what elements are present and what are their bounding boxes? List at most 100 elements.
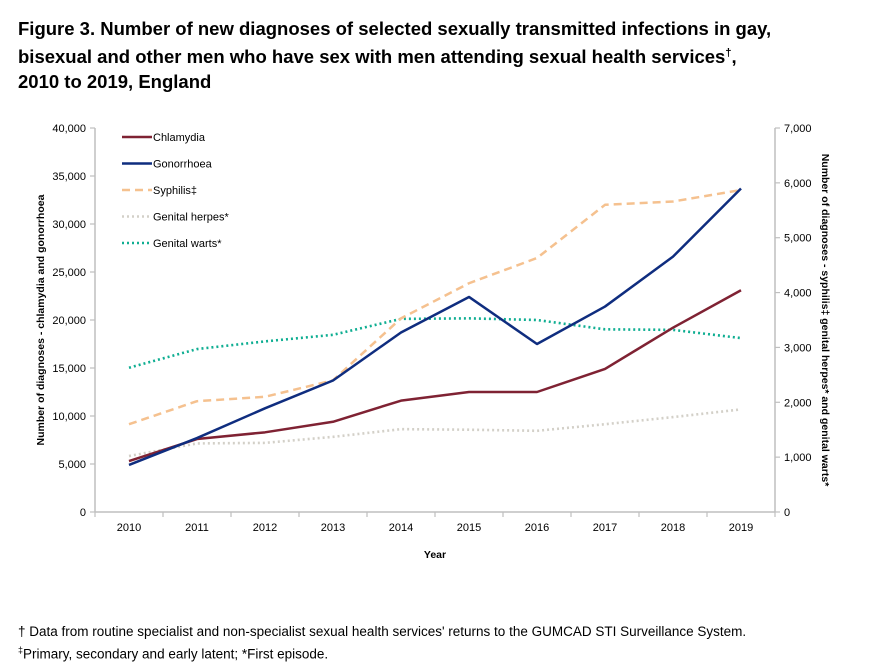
data-point [128, 464, 130, 466]
title-line-2-text: bisexual and other men who have sex with… [18, 46, 726, 68]
data-point [128, 423, 130, 425]
series-line-syphilis [128, 188, 742, 426]
data-point [672, 255, 674, 257]
data-point [264, 407, 266, 409]
data-point [468, 296, 470, 298]
data-point [468, 282, 470, 284]
data-point [672, 200, 674, 202]
data-point [332, 334, 334, 336]
data-point [468, 429, 470, 431]
series-line-genital-warts [128, 317, 742, 369]
right-y-axis-title: Number of diagnoses - syphilis‡ genital … [819, 154, 831, 487]
data-point [332, 379, 334, 381]
data-point [604, 305, 606, 307]
data-point [196, 437, 198, 439]
series-line-genital-herpes [128, 408, 742, 458]
left-y-tick-label: 20,000 [52, 315, 86, 327]
title-line-2-end: , [731, 46, 737, 68]
x-tick-label: 2019 [729, 522, 753, 534]
legend: Chlamydia Gonorrhoea Syphilis‡ Genital herp… [122, 132, 230, 250]
x-tick-label: 2010 [117, 522, 141, 534]
x-axis-title: Year [424, 549, 446, 561]
title-line-1: Figure 3. Number of new diagnoses of sel… [18, 18, 772, 39]
data-point [740, 408, 742, 410]
data-point [468, 317, 470, 319]
figure-title: Figure 3. Number of new diagnoses of sel… [18, 16, 868, 94]
left-y-tick-label: 15,000 [52, 363, 86, 375]
legend-label: Syphilis‡ [153, 185, 197, 197]
legend-label: Genital herpes* [153, 212, 230, 224]
x-ticks: 2010 2011 2012 2013 2014 2015 2016 2017 2018 2019 [94, 512, 776, 534]
left-y-tick-label: 40,000 [52, 123, 86, 135]
footnote-2-text: Primary, secondary and early latent; *Fi… [23, 646, 329, 662]
data-point [672, 416, 674, 418]
right-y-ticks: 0 1,000 2,000 3,000 4,000 5,000 6,000 7,000 [775, 123, 812, 519]
data-point [264, 340, 266, 342]
data-point [604, 204, 606, 206]
x-tick-label: 2015 [457, 522, 481, 534]
x-tick-label: 2018 [661, 522, 685, 534]
footnote-double-dagger-mark: ‡ [18, 645, 24, 655]
data-point [536, 257, 538, 259]
left-y-tick-label: 0 [80, 507, 86, 519]
left-y-tick-label: 5,000 [58, 459, 86, 471]
data-point [740, 337, 742, 339]
data-point [604, 328, 606, 330]
data-point [672, 326, 674, 328]
footnotes: † Data from routine specialist and non-s… [18, 622, 746, 664]
data-point [128, 455, 130, 457]
right-y-tick-label: 4,000 [784, 288, 812, 300]
left-y-tick-label: 25,000 [52, 267, 86, 279]
x-tick-label: 2017 [593, 522, 617, 534]
right-y-tick-label: 3,000 [784, 342, 812, 354]
data-point [332, 421, 334, 423]
series-lines [128, 187, 742, 467]
data-point [604, 368, 606, 370]
data-point [264, 396, 266, 398]
data-point [536, 319, 538, 321]
title-dagger-mark: † [725, 47, 732, 59]
x-tick-label: 2013 [321, 522, 345, 534]
data-point [400, 428, 402, 430]
data-point [400, 317, 402, 319]
data-point [536, 430, 538, 432]
data-point [740, 187, 742, 189]
data-point [536, 343, 538, 345]
right-y-tick-label: 1,000 [784, 452, 812, 464]
data-point [264, 442, 266, 444]
data-point [536, 391, 538, 393]
data-point [196, 442, 198, 444]
left-y-tick-label: 35,000 [52, 171, 86, 183]
left-y-axis-title: Number of diagnoses - chlamydia and gono… [35, 194, 47, 445]
legend-label: Chlamydia [153, 132, 206, 144]
data-point [740, 289, 742, 291]
title-line-3: 2010 to 2019, England [18, 71, 212, 93]
left-y-tick-label: 30,000 [52, 219, 86, 231]
data-point [128, 367, 130, 369]
series-line-gonorrhoea [128, 187, 742, 467]
right-y-tick-label: 5,000 [784, 233, 812, 245]
data-point [196, 400, 198, 402]
x-tick-label: 2014 [389, 522, 413, 534]
right-y-tick-label: 2,000 [784, 397, 812, 409]
footnote-2: ‡Primary, secondary and early latent; *F… [18, 641, 746, 664]
data-point [468, 391, 470, 393]
title-line-2: bisexual and other men who have sex with… [18, 41, 868, 69]
data-point [264, 431, 266, 433]
line-chart: 0 5,000 10,000 15,000 20,000 25,000 30,000 35,0… [35, 123, 831, 561]
x-tick-label: 2012 [253, 522, 277, 534]
right-y-tick-label: 7,000 [784, 123, 812, 135]
right-y-tick-label: 0 [784, 507, 790, 519]
legend-label: Gonorrhoea [153, 159, 213, 171]
data-point [332, 436, 334, 438]
data-point [196, 348, 198, 350]
data-point [128, 460, 130, 462]
x-tick-label: 2016 [525, 522, 549, 534]
left-y-tick-label: 10,000 [52, 411, 86, 423]
data-point [400, 399, 402, 401]
x-tick-label: 2011 [185, 522, 209, 534]
footnote-1: † Data from routine specialist and non-s… [18, 624, 747, 639]
series-line-chlamydia [128, 289, 742, 463]
data-point [604, 423, 606, 425]
left-y-ticks: 0 5,000 10,000 15,000 20,000 25,000 30,000 35,0… [52, 123, 95, 519]
